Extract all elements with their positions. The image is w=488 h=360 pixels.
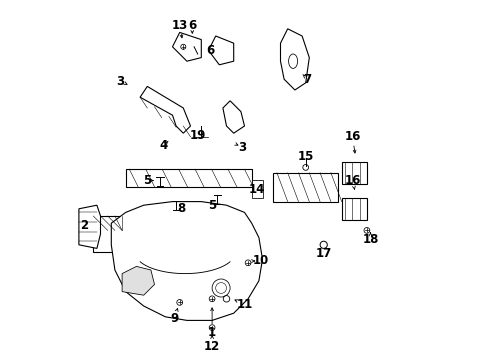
Text: 10: 10	[252, 255, 268, 267]
Polygon shape	[280, 29, 309, 90]
Text: 15: 15	[297, 150, 313, 163]
Text: 6: 6	[206, 44, 214, 57]
Text: 11: 11	[236, 298, 252, 311]
Polygon shape	[172, 32, 201, 61]
Text: 5: 5	[207, 199, 216, 212]
Polygon shape	[223, 101, 244, 133]
Text: 9: 9	[170, 312, 178, 325]
Text: 18: 18	[362, 233, 378, 246]
Text: 3: 3	[238, 141, 246, 154]
Text: 16: 16	[344, 174, 360, 186]
Polygon shape	[273, 173, 337, 202]
Text: 19: 19	[189, 129, 205, 141]
Text: 1: 1	[207, 327, 216, 339]
Polygon shape	[140, 86, 190, 133]
Text: 8: 8	[177, 202, 185, 215]
Polygon shape	[251, 180, 262, 198]
Text: 16: 16	[344, 130, 360, 143]
Polygon shape	[122, 266, 154, 295]
Polygon shape	[341, 198, 366, 220]
Ellipse shape	[288, 54, 297, 68]
Text: 17: 17	[315, 247, 331, 260]
Text: 2: 2	[80, 219, 88, 231]
Text: 13: 13	[171, 19, 187, 32]
Polygon shape	[79, 205, 101, 248]
Text: 14: 14	[248, 183, 265, 195]
Text: 6: 6	[188, 19, 196, 32]
Polygon shape	[208, 36, 233, 65]
Polygon shape	[341, 162, 366, 184]
Text: 4: 4	[159, 139, 167, 152]
Text: 5: 5	[143, 174, 151, 186]
Polygon shape	[125, 169, 251, 187]
Text: 7: 7	[303, 73, 311, 86]
Polygon shape	[111, 202, 262, 320]
Text: 3: 3	[116, 75, 124, 87]
Text: 12: 12	[203, 340, 220, 353]
Polygon shape	[93, 216, 122, 252]
